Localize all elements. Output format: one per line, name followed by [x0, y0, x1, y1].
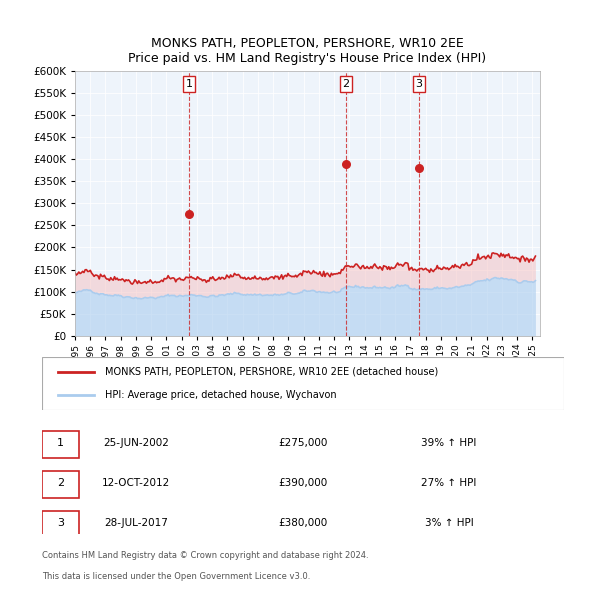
Point	[341, 159, 351, 168]
Title: MONKS PATH, PEOPLETON, PERSHORE, WR10 2EE
Price paid vs. HM Land Registry's Hous: MONKS PATH, PEOPLETON, PERSHORE, WR10 2E…	[128, 38, 487, 65]
Text: 2: 2	[57, 478, 64, 488]
Text: MONKS PATH, PEOPLETON, PERSHORE, WR10 2EE (detached house): MONKS PATH, PEOPLETON, PERSHORE, WR10 2E…	[104, 367, 438, 377]
FancyBboxPatch shape	[42, 471, 79, 498]
Text: HPI: Average price, detached house, Wychavon: HPI: Average price, detached house, Wych…	[104, 390, 336, 400]
Text: This data is licensed under the Open Government Licence v3.0.: This data is licensed under the Open Gov…	[42, 572, 310, 581]
Text: Contains HM Land Registry data © Crown copyright and database right 2024.: Contains HM Land Registry data © Crown c…	[42, 551, 368, 560]
Text: £390,000: £390,000	[278, 478, 328, 488]
Point	[414, 163, 424, 173]
Text: 1: 1	[57, 438, 64, 448]
Text: 3: 3	[57, 518, 64, 528]
Text: 12-OCT-2012: 12-OCT-2012	[102, 478, 170, 488]
Text: 1: 1	[185, 79, 193, 89]
Point	[184, 209, 194, 219]
Text: £380,000: £380,000	[278, 518, 328, 528]
Text: 27% ↑ HPI: 27% ↑ HPI	[421, 478, 477, 488]
FancyBboxPatch shape	[42, 511, 79, 537]
Text: £275,000: £275,000	[278, 438, 328, 448]
Text: 2: 2	[343, 79, 350, 89]
Text: 39% ↑ HPI: 39% ↑ HPI	[421, 438, 477, 448]
Text: 3% ↑ HPI: 3% ↑ HPI	[425, 518, 473, 528]
Text: 25-JUN-2002: 25-JUN-2002	[103, 438, 169, 448]
Text: 28-JUL-2017: 28-JUL-2017	[104, 518, 168, 528]
FancyBboxPatch shape	[42, 431, 79, 458]
FancyBboxPatch shape	[42, 357, 564, 410]
Text: 3: 3	[415, 79, 422, 89]
